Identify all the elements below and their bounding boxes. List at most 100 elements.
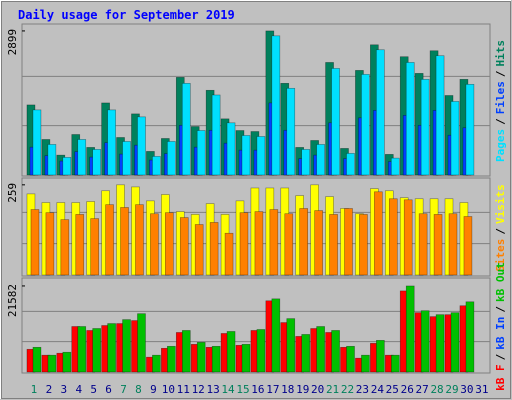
x-tick-label: 10 <box>162 383 175 396</box>
x-tick-label: 2 <box>46 383 53 396</box>
bar <box>196 130 206 176</box>
bar <box>241 135 251 176</box>
bar <box>346 345 355 373</box>
bar <box>433 214 443 276</box>
bar <box>359 214 368 276</box>
bar <box>226 331 236 373</box>
bar <box>329 214 338 276</box>
x-tick-label: 5 <box>90 383 97 396</box>
legend-entry: Visits <box>494 184 507 224</box>
bar <box>316 144 325 176</box>
x-tick-label: 4 <box>75 383 82 396</box>
bar <box>239 212 249 276</box>
bar <box>179 217 189 276</box>
bar <box>181 330 191 373</box>
bar <box>60 219 70 276</box>
bar <box>62 351 72 373</box>
bar <box>301 149 311 176</box>
x-tick-label: 24 <box>371 383 385 396</box>
x-tick-label: 11 <box>177 383 190 396</box>
x-tick-label: 13 <box>207 383 220 396</box>
bar <box>435 314 445 373</box>
x-tick-label: 17 <box>266 383 279 396</box>
x-tick-label: 6 <box>105 383 112 396</box>
bar <box>105 204 114 276</box>
legend-entry: kB F <box>494 364 507 391</box>
bar <box>286 87 296 176</box>
bar <box>271 298 281 373</box>
x-tick-label: 18 <box>281 383 294 396</box>
legend-entry: Pages <box>494 129 507 162</box>
bar <box>226 122 236 176</box>
bar <box>361 74 370 176</box>
x-tick-label: 12 <box>192 383 205 396</box>
bar <box>77 326 87 373</box>
x-tick-label: 21 <box>326 383 339 396</box>
bar <box>47 354 57 373</box>
x-tick-label: 30 <box>460 383 473 396</box>
bar <box>403 199 413 276</box>
bar <box>448 213 458 276</box>
bar <box>286 318 296 373</box>
x-tick-label: 23 <box>356 383 369 396</box>
legend: Sites / Visits <box>494 184 507 272</box>
bar <box>209 222 219 276</box>
x-tick-label: 29 <box>445 383 458 396</box>
bar <box>92 149 101 176</box>
bar <box>269 209 279 276</box>
bar <box>32 109 42 176</box>
legend-separator: / <box>494 306 507 313</box>
bar <box>107 109 116 176</box>
legend-entry: Files <box>494 81 507 114</box>
bar <box>165 212 174 276</box>
x-tick-label: 14 <box>221 383 235 396</box>
bar <box>47 144 57 176</box>
bar <box>137 313 146 373</box>
bar <box>374 191 383 276</box>
x-tick-label: 26 <box>401 383 414 396</box>
bar <box>405 62 415 176</box>
x-tick-label: 16 <box>251 383 264 396</box>
bar <box>62 157 72 176</box>
bar <box>224 232 234 276</box>
y-tick-label: 2899 <box>6 29 19 56</box>
legend-entry: kB In <box>494 317 507 350</box>
bar <box>420 310 430 373</box>
bar <box>299 208 309 276</box>
bar <box>465 301 475 373</box>
bar <box>388 198 398 276</box>
bar <box>376 49 385 176</box>
bar <box>107 323 116 373</box>
bar <box>331 330 340 373</box>
legend: Pages / Files / Hits <box>494 40 507 162</box>
bar <box>376 340 385 373</box>
legend-entry: Hits <box>494 40 507 67</box>
bar <box>120 207 129 276</box>
bar <box>152 156 161 176</box>
bar <box>32 346 42 373</box>
x-tick-label: 22 <box>341 383 354 396</box>
bar <box>135 204 144 276</box>
bar <box>435 55 445 176</box>
bar <box>211 345 221 373</box>
bar <box>405 285 415 373</box>
bar <box>450 312 460 373</box>
bar <box>314 210 323 276</box>
bar <box>167 141 176 176</box>
bar <box>211 94 221 176</box>
bar <box>45 212 55 276</box>
x-tick-label: 28 <box>430 383 443 396</box>
bar <box>344 208 353 276</box>
bar <box>30 209 40 276</box>
bar <box>241 344 251 373</box>
legend-separator: / <box>494 228 507 235</box>
bar <box>450 101 460 176</box>
legend-entry: kB Out <box>494 262 507 302</box>
x-tick-label: 9 <box>150 383 157 396</box>
bar <box>254 211 264 276</box>
bar <box>284 213 294 276</box>
bar <box>465 84 475 176</box>
bar <box>137 116 146 176</box>
